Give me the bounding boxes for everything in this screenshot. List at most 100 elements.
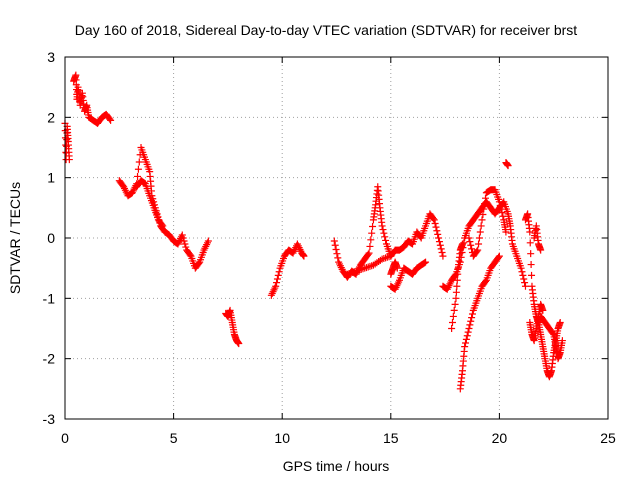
y-tick-label: 0	[47, 230, 55, 246]
data-point	[439, 252, 447, 260]
data-point	[473, 247, 481, 255]
data-point	[435, 238, 443, 246]
data-point	[539, 306, 547, 314]
data-point	[448, 325, 456, 332]
data-point	[135, 158, 143, 166]
data-point	[504, 162, 512, 170]
data-point	[369, 223, 377, 231]
data-point	[430, 216, 438, 224]
x-tick-label: 20	[492, 430, 508, 446]
data-point	[393, 264, 401, 272]
data-point	[365, 249, 373, 257]
data-point	[474, 246, 482, 254]
data-point	[379, 226, 387, 234]
data-point	[453, 282, 461, 290]
data-point	[495, 252, 503, 260]
data-point	[495, 198, 503, 206]
data-point	[381, 233, 389, 241]
data-point	[235, 340, 243, 348]
data-point	[452, 288, 460, 296]
x-tick-label: 0	[61, 430, 69, 446]
data-point	[521, 282, 529, 290]
data-point	[275, 268, 283, 276]
data-point	[134, 165, 142, 173]
data-point	[63, 136, 71, 144]
data-point	[435, 234, 443, 242]
y-tick-label: 2	[47, 109, 55, 125]
data-point	[273, 279, 281, 287]
data-point	[462, 339, 470, 347]
data-point	[479, 210, 487, 218]
data-point	[495, 253, 503, 261]
data-points	[61, 71, 566, 393]
data-point	[480, 205, 488, 213]
data-point	[476, 228, 484, 236]
data-point	[438, 248, 446, 256]
data-point	[449, 312, 457, 320]
data-point	[364, 250, 372, 258]
data-point	[434, 230, 442, 238]
data-point	[186, 251, 194, 259]
data-point	[180, 237, 188, 245]
data-point	[429, 215, 437, 223]
grid	[65, 57, 608, 419]
data-point	[526, 228, 534, 236]
data-point	[333, 250, 341, 258]
data-point	[496, 201, 504, 209]
data-point	[450, 306, 458, 314]
data-point	[158, 221, 166, 229]
data-point	[528, 271, 536, 279]
data-point	[502, 228, 510, 236]
data-point	[331, 241, 339, 249]
data-point	[468, 310, 476, 318]
data-point	[178, 231, 186, 239]
data-point	[159, 222, 167, 230]
data-point	[499, 212, 507, 220]
data-point	[521, 279, 529, 287]
data-point	[464, 328, 472, 336]
data-point	[549, 329, 557, 337]
data-point	[452, 294, 460, 302]
x-tick-label: 15	[383, 430, 399, 446]
data-point	[465, 325, 473, 332]
x-tick-label: 25	[600, 430, 616, 446]
data-point	[422, 258, 430, 266]
data-point	[330, 237, 338, 245]
y-tick-label: 1	[47, 170, 55, 186]
data-point	[477, 222, 485, 230]
data-point	[367, 236, 375, 244]
data-point	[475, 240, 483, 248]
y-tick-label: 3	[47, 49, 55, 65]
data-point	[378, 222, 386, 230]
x-tick-label: 10	[274, 430, 290, 446]
data-point	[204, 237, 212, 245]
data-point	[332, 245, 340, 253]
data-point	[437, 245, 445, 253]
data-point	[537, 246, 545, 254]
data-point	[273, 275, 281, 283]
data-point	[526, 239, 534, 247]
data-point	[380, 229, 388, 237]
tick-marks	[64, 56, 609, 420]
data-point	[107, 116, 115, 124]
data-point	[182, 243, 190, 251]
data-point	[432, 223, 440, 231]
data-point	[527, 261, 535, 269]
data-point	[467, 317, 475, 325]
data-point	[274, 271, 282, 279]
x-tick-labels: 0 5 10 15 20 25	[61, 430, 616, 446]
data-point	[475, 234, 483, 242]
data-point	[362, 264, 370, 272]
data-point	[481, 200, 489, 208]
data-point	[520, 275, 528, 283]
data-point	[527, 250, 535, 258]
y-tick-label: -3	[43, 411, 56, 427]
data-point	[106, 115, 114, 123]
data-point	[465, 234, 473, 242]
data-point	[448, 318, 456, 326]
data-point	[463, 332, 471, 340]
data-point	[519, 271, 527, 279]
data-point	[433, 227, 441, 235]
x-tick-label: 5	[170, 430, 178, 446]
